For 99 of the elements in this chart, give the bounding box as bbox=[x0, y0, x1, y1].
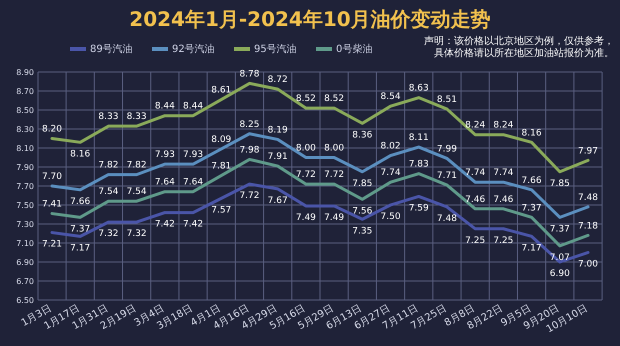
data-label: 7.17 bbox=[70, 243, 90, 254]
data-label: 7.42 bbox=[183, 220, 204, 230]
data-label: 6.90 bbox=[550, 269, 570, 279]
data-label: 7.41 bbox=[42, 200, 62, 210]
text: 7.30 bbox=[16, 220, 34, 229]
data-label: 8.54 bbox=[380, 92, 401, 102]
data-label: 7.32 bbox=[126, 229, 147, 240]
data-label: 7.67 bbox=[268, 196, 288, 206]
data-label: 8.36 bbox=[352, 130, 373, 140]
data-label: 7.48 bbox=[578, 192, 598, 203]
data-label: 7.17 bbox=[522, 243, 542, 254]
text: 8.30 bbox=[16, 125, 34, 134]
data-label: 7.35 bbox=[352, 226, 372, 236]
data-label: 7.07 bbox=[550, 252, 570, 263]
text: 6.70 bbox=[16, 277, 34, 286]
data-label: 8.51 bbox=[436, 95, 457, 106]
data-label: 7.49 bbox=[324, 212, 344, 223]
data-label: 7.37 bbox=[550, 224, 570, 234]
text: 6.90 bbox=[16, 258, 34, 267]
data-label: 7.54 bbox=[98, 187, 119, 198]
data-label: 7.72 bbox=[239, 191, 260, 202]
data-label: 8.19 bbox=[268, 125, 288, 136]
data-label: 7.64 bbox=[154, 178, 176, 188]
data-label: 7.32 bbox=[98, 229, 118, 240]
data-label: 7.71 bbox=[436, 171, 457, 182]
data-label: 8.63 bbox=[408, 84, 429, 94]
data-label: 7.70 bbox=[42, 172, 62, 182]
data-label: 8.33 bbox=[98, 112, 118, 122]
data-label: 8.52 bbox=[324, 94, 344, 104]
data-label: 7.25 bbox=[465, 236, 486, 246]
data-label: 7.37 bbox=[522, 203, 542, 214]
data-label: 7.56 bbox=[352, 206, 373, 216]
data-label: 7.74 bbox=[380, 168, 401, 178]
data-label: 8.61 bbox=[211, 86, 232, 96]
data-label: 8.78 bbox=[239, 69, 260, 80]
text: 8.70 bbox=[16, 87, 34, 96]
data-label: 7.82 bbox=[98, 160, 118, 171]
legend-label: 0号柴油 bbox=[336, 43, 372, 55]
data-label: 8.44 bbox=[183, 102, 204, 112]
data-label: 7.74 bbox=[493, 168, 514, 178]
data-label: 7.42 bbox=[154, 220, 175, 230]
text: 8.10 bbox=[16, 144, 34, 153]
data-label: 8.00 bbox=[296, 144, 316, 154]
data-label: 7.66 bbox=[522, 176, 542, 186]
data-label: 7.46 bbox=[465, 194, 486, 205]
text: 7.90 bbox=[16, 163, 34, 172]
data-label: 7.49 bbox=[296, 212, 316, 223]
data-label: 7.93 bbox=[154, 150, 175, 160]
data-label: 7.18 bbox=[578, 221, 598, 232]
legend-label: 95号汽油 bbox=[254, 43, 297, 55]
data-label: 7.66 bbox=[70, 196, 90, 207]
text: 声明：该价格以北京地区为例，仅供参考，具体价格请以所在地区加油站报价为准。 bbox=[424, 35, 614, 59]
data-label: 7.37 bbox=[70, 224, 90, 234]
data-label: 7.98 bbox=[239, 145, 260, 156]
data-label: 7.97 bbox=[578, 146, 598, 156]
text: 8.90 bbox=[16, 68, 34, 77]
data-label: 8.25 bbox=[239, 120, 260, 130]
data-label: 8.09 bbox=[211, 134, 232, 145]
data-label: 7.72 bbox=[324, 170, 344, 180]
data-label: 8.02 bbox=[380, 142, 401, 152]
data-label: 8.24 bbox=[493, 120, 514, 131]
text: 7.70 bbox=[16, 182, 34, 191]
data-label: 8.11 bbox=[408, 133, 429, 144]
data-label: 8.24 bbox=[465, 120, 486, 131]
data-label: 7.83 bbox=[408, 160, 429, 170]
data-label: 7.21 bbox=[42, 240, 62, 250]
data-label: 7.85 bbox=[550, 178, 570, 189]
data-label: 7.57 bbox=[211, 205, 232, 216]
legend-label: 92号汽油 bbox=[172, 43, 215, 55]
data-label: 7.91 bbox=[268, 152, 288, 162]
legend-label: 89号汽油 bbox=[90, 43, 133, 55]
data-label: 7.25 bbox=[493, 236, 514, 246]
data-label: 7.85 bbox=[352, 178, 372, 189]
data-label: 7.93 bbox=[183, 150, 204, 160]
data-label: 7.59 bbox=[408, 203, 430, 214]
data-label: 8.33 bbox=[126, 112, 147, 122]
data-label: 8.20 bbox=[42, 124, 62, 134]
data-label: 7.46 bbox=[493, 194, 514, 205]
data-label: 7.54 bbox=[126, 187, 147, 198]
data-label: 8.00 bbox=[324, 144, 344, 154]
data-label: 7.74 bbox=[465, 168, 486, 178]
data-label: 7.99 bbox=[436, 144, 458, 154]
text: 8.50 bbox=[16, 106, 34, 115]
data-label: 8.16 bbox=[522, 128, 542, 138]
data-label: 7.50 bbox=[380, 212, 401, 222]
text: 7.50 bbox=[16, 201, 34, 210]
text: 7.10 bbox=[16, 239, 34, 248]
data-label: 7.72 bbox=[296, 170, 316, 180]
data-label: 8.52 bbox=[296, 94, 316, 104]
data-label: 7.64 bbox=[183, 178, 204, 188]
chart-title: 2024年1月-2024年10月油价变动走势 bbox=[129, 7, 491, 31]
data-label: 7.82 bbox=[126, 160, 147, 171]
text: 6.50 bbox=[16, 296, 34, 305]
data-label: 8.16 bbox=[70, 149, 90, 160]
data-label: 7.00 bbox=[578, 260, 598, 270]
data-label: 8.72 bbox=[268, 75, 288, 86]
data-label: 7.48 bbox=[436, 214, 458, 224]
data-label: 8.44 bbox=[154, 102, 176, 112]
data-label: 7.81 bbox=[211, 162, 232, 172]
